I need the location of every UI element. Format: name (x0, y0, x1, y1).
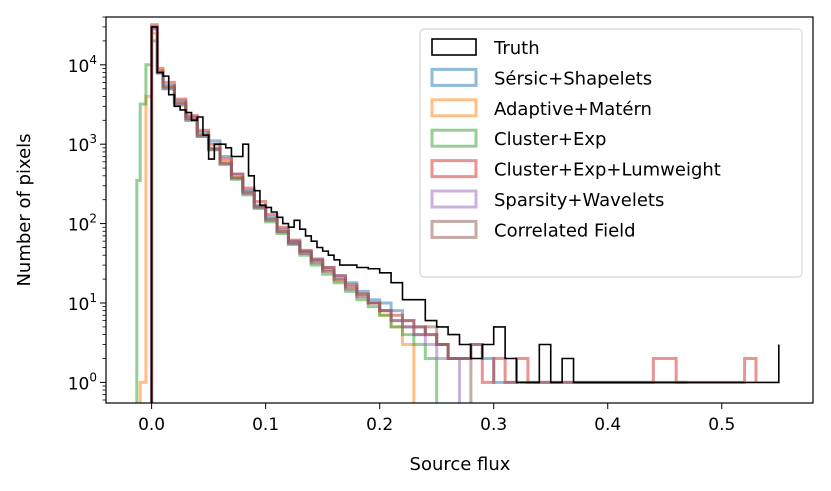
series-layer (135, 23, 780, 403)
y-tick-label-base: 10 (68, 136, 90, 156)
legend-swatch-truth (431, 38, 477, 56)
legend-label-correlated-field: Correlated Field (494, 220, 636, 241)
x-axis-label: Source flux (410, 454, 511, 475)
y-tick-label: 101 (68, 291, 97, 315)
legend: Truth Sérsic+Shapelets Adaptive+Matérn Clus… (419, 28, 803, 278)
legend-swatch-sparsity-wavelets (430, 189, 478, 209)
y-tick-label-base: 10 (68, 374, 90, 394)
y-tick-label: 102 (68, 212, 97, 236)
x-tick-label: 0.0 (138, 415, 165, 435)
y-tick-label: 100 (68, 370, 97, 394)
x-tick-label: 0.5 (708, 415, 735, 435)
y-tick-label-exponent: 0 (89, 370, 97, 384)
y-tick-label: 104 (68, 53, 97, 77)
legend-swatch-cluster-exp (430, 128, 478, 148)
legend-label-truth: Truth (493, 38, 540, 59)
legend-label-sersic-shapelets: Sérsic+Shapelets (494, 68, 652, 89)
legend-swatch-correlated-field (430, 219, 478, 239)
x-tick-label: 0.2 (366, 415, 393, 435)
y-tick-label-exponent: 4 (89, 53, 97, 67)
y-tick-label-base: 10 (68, 57, 90, 77)
y-tick-label-base: 10 (68, 295, 90, 315)
series-line-correlated-field (150, 26, 473, 403)
legend-swatch-adaptive-matern (430, 98, 478, 118)
series-line-truth (150, 26, 780, 403)
y-tick-label-base: 10 (68, 216, 90, 236)
legend-swatch-sersic-shapelets (430, 67, 478, 87)
y-axis-label: Number of pixels (14, 133, 35, 286)
legend-label-adaptive-matern: Adaptive+Matérn (494, 99, 652, 120)
x-axis: 0.0 0.1 0.2 0.3 0.4 0.5 (138, 403, 735, 435)
legend-label-cluster-exp-lumweight: Cluster+Exp+Lumweight (494, 160, 721, 181)
y-tick-label-exponent: 3 (89, 132, 97, 146)
y-tick-label-exponent: 1 (89, 291, 97, 305)
legend-box (419, 28, 803, 278)
y-tick-label-exponent: 2 (89, 212, 97, 226)
legend-label-cluster-exp: Cluster+Exp (494, 129, 606, 150)
x-tick-label: 0.4 (594, 415, 621, 435)
legend-label-sparsity-wavelets: Sparsity+Wavelets (494, 190, 664, 211)
plot-area-frame (105, 16, 814, 404)
legend-swatch-cluster-exp-lumweight (430, 159, 478, 179)
y-tick-label: 103 (68, 132, 97, 156)
x-tick-label: 0.3 (480, 415, 507, 435)
x-tick-label: 0.1 (252, 415, 279, 435)
